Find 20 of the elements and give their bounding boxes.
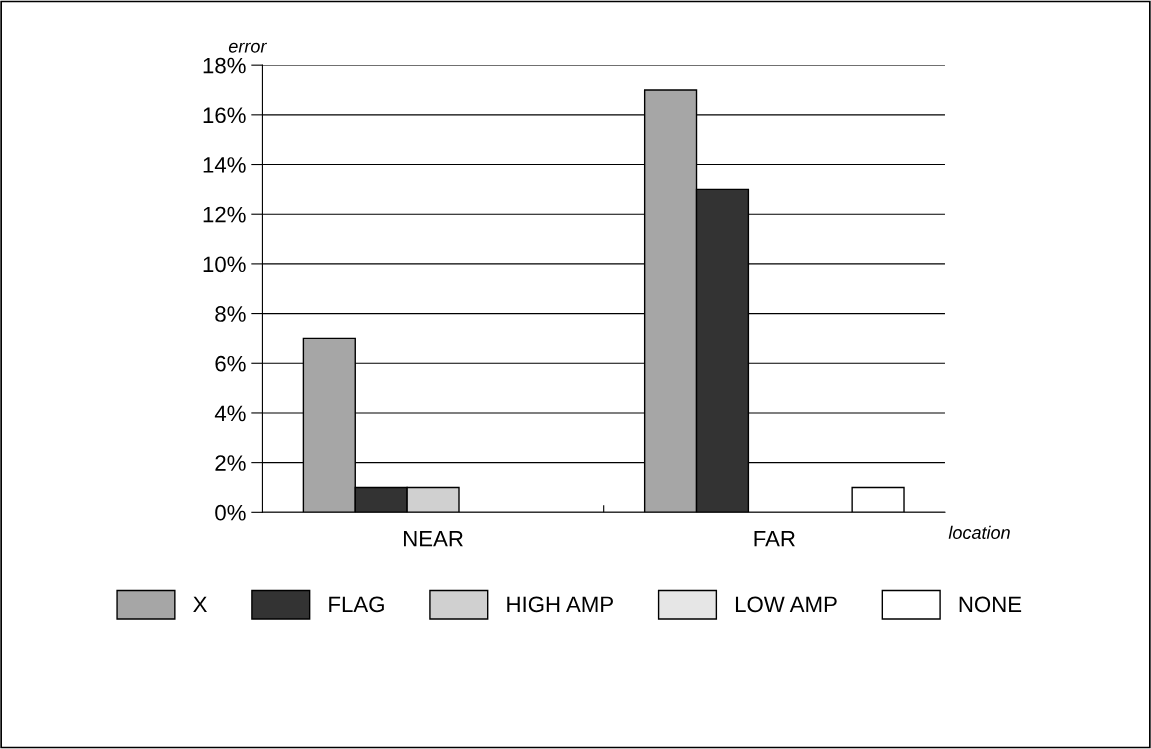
x-tick-label: NEAR <box>404 531 463 547</box>
legend-label: FLAG <box>329 596 384 613</box>
y-tick-label: 18% <box>203 57 246 74</box>
y-tick-label: 2% <box>215 455 246 471</box>
y-tick-label: 14% <box>203 157 246 173</box>
y-axis-title: error <box>228 42 268 53</box>
y-tick-label: 6% <box>215 355 246 372</box>
y-tick-label: 12% <box>203 206 246 223</box>
legend-label: HIGH AMP <box>507 596 613 613</box>
bar <box>851 486 905 513</box>
y-tick-label: 10% <box>203 256 246 273</box>
x-tick-label: FAR <box>754 531 795 547</box>
y-tick-label: 16% <box>203 107 246 124</box>
legend-label: NONE <box>959 596 1022 613</box>
x-axis-title: location <box>948 525 1010 539</box>
legend-label: X <box>193 596 207 612</box>
y-tick-label: 0% <box>215 504 246 521</box>
legend-label: LOW AMP <box>735 596 837 613</box>
y-tick-label: 4% <box>214 405 246 422</box>
y-tick-label: 8% <box>215 306 246 322</box>
